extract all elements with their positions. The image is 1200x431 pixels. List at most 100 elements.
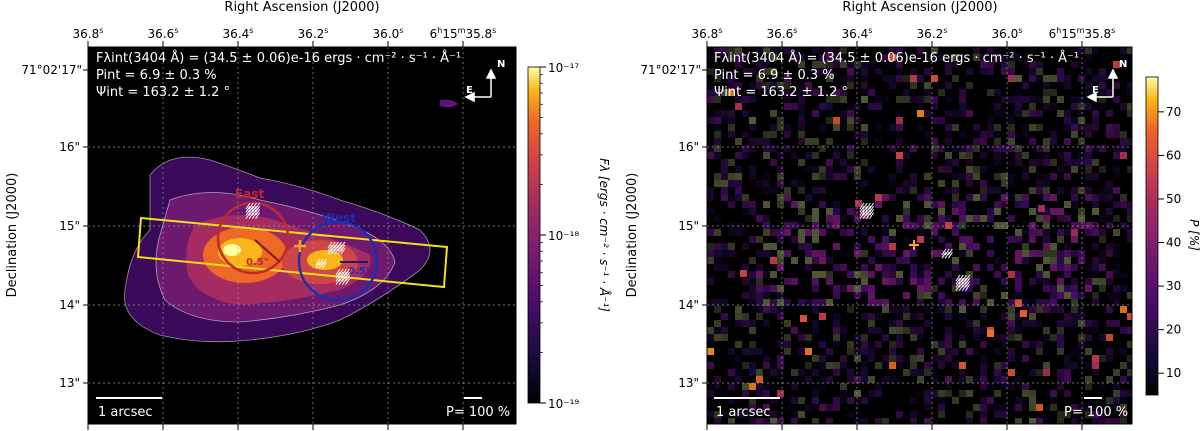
pol-pixel: [805, 348, 812, 355]
pol-pixel: [854, 390, 861, 397]
pol-pixel: [1085, 82, 1092, 89]
pol-pixel-hot: [1020, 310, 1027, 317]
pol-pixel: [1057, 320, 1064, 327]
pol-pixel: [973, 166, 980, 173]
pol-pixel: [924, 215, 931, 222]
pol-pixel: [812, 355, 819, 362]
y-tick-label: 15": [678, 219, 699, 233]
pol-pixel: [959, 222, 966, 229]
pol-pixel: [819, 124, 826, 131]
pol-pixel: [777, 306, 784, 313]
x-tick-label: 36.6s: [767, 26, 798, 41]
pol-pixel: [805, 152, 812, 159]
pol-pixel: [945, 327, 952, 334]
pol-pixel: [1043, 285, 1050, 292]
pol-pixel: [1043, 152, 1050, 159]
pol-pixel: [854, 131, 861, 138]
pol-pixel: [1106, 355, 1113, 362]
y-top-tick-label: 71°02'17": [640, 63, 701, 77]
pol-pixel: [1029, 229, 1036, 236]
pol-pixel: [728, 397, 735, 404]
pol-vector: [255, 202, 261, 210]
left-compass: [464, 68, 497, 103]
pol-pixel: [798, 89, 805, 96]
pol-pixel: [1127, 390, 1132, 397]
pol-pixel: [875, 341, 882, 348]
pol-pixel: [1050, 299, 1057, 306]
pol-pixel: [1050, 306, 1057, 313]
pol-pixel: [980, 166, 987, 173]
pol-pixel: [826, 348, 833, 355]
colorbar-tick-label: 40: [1166, 236, 1181, 250]
pol-pixel: [938, 89, 945, 96]
pol-pixel: [959, 334, 966, 341]
pol-pixel: [889, 362, 896, 369]
pol-pixel: [1127, 47, 1132, 54]
pol-pixel: [1022, 299, 1029, 306]
pol-pixel: [749, 236, 756, 243]
pol-pixel: [945, 299, 952, 306]
pol-pixel: [952, 285, 959, 292]
pol-pixel: [707, 348, 714, 355]
pol-pixel: [987, 250, 994, 257]
pol-pixel: [854, 250, 861, 257]
pol-pixel: [756, 348, 763, 355]
pol-vector: [245, 212, 251, 219]
pol-pixel: [924, 306, 931, 313]
pol-pixel: [826, 271, 833, 278]
pol-pixel: [721, 250, 728, 257]
pol-vector: [865, 202, 871, 210]
pol-pixel: [798, 299, 805, 306]
pol-pixel: [770, 299, 777, 306]
pol-pixel: [994, 138, 1001, 145]
pol-pixel: [763, 306, 770, 313]
pol-pixel: [966, 320, 973, 327]
pol-pixel: [1057, 418, 1064, 424]
pol-pixel: [1071, 229, 1078, 236]
pol-pixel: [1022, 131, 1029, 138]
pol-pixel: [924, 264, 931, 271]
pol-pixel: [861, 96, 868, 103]
pol-vector: [947, 248, 953, 256]
pol-pixel: [798, 334, 805, 341]
pol-pixel: [1071, 187, 1078, 194]
right-pol-annotation: Pint = 6.9 ± 0.3 %: [714, 68, 835, 83]
pol-pixel: [742, 320, 749, 327]
pol-pixel: [903, 75, 910, 82]
pol-pixel: [770, 110, 777, 117]
pol-pixel: [840, 285, 847, 292]
pol-pixel: [819, 383, 826, 390]
pol-pixel: [742, 390, 749, 397]
pol-pixel: [770, 362, 777, 369]
pol-pixel: [952, 61, 959, 68]
pol-pixel: [1120, 194, 1127, 201]
pol-pixel: [819, 54, 826, 61]
pol-pixel: [875, 390, 882, 397]
pol-pixel: [952, 257, 959, 264]
pol-pixel: [861, 299, 868, 306]
pol-pixel: [1064, 313, 1071, 320]
pol-pixel: [791, 383, 798, 390]
pol-pixel: [714, 117, 721, 124]
pol-pixel: [994, 222, 1001, 229]
pol-pixel: [770, 68, 777, 75]
pol-pixel: [791, 369, 798, 376]
pol-pixel: [749, 397, 756, 404]
pol-pixel: [763, 390, 770, 397]
pol-pixel: [1057, 250, 1064, 257]
pol-pixel: [714, 215, 721, 222]
pol-pixel: [777, 292, 784, 299]
pol-pixel: [959, 376, 966, 383]
pol-pixel: [735, 306, 742, 313]
pol-pixel: [966, 145, 973, 152]
pol-pixel: [826, 68, 833, 75]
pol-pixel: [1015, 75, 1022, 82]
pol-pixel: [1050, 264, 1057, 271]
pol-pixel: [1085, 131, 1092, 138]
pol-pixel: [875, 96, 882, 103]
pol-pixel: [1113, 271, 1120, 278]
pol-pixel: [910, 173, 917, 180]
pol-pixel: [1008, 355, 1015, 362]
pol-pixel: [847, 369, 854, 376]
pol-pixel: [1057, 96, 1064, 103]
